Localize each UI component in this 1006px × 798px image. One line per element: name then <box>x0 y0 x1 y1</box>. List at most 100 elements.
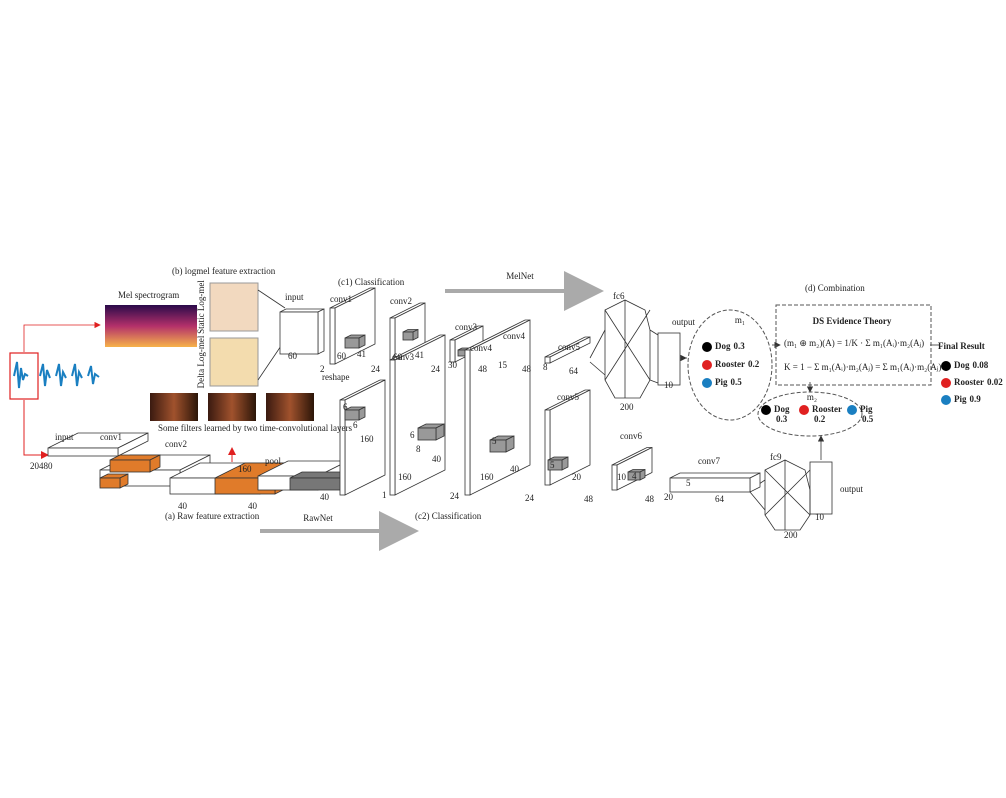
layer-dim: 160 <box>238 464 252 474</box>
block-front <box>544 356 551 364</box>
delta-logmel-image <box>209 337 259 387</box>
layer-name: conv3 <box>392 352 414 362</box>
block-front <box>464 349 471 496</box>
waveform-frame <box>9 352 39 400</box>
block-side <box>317 308 325 355</box>
layer-dim: 40 <box>432 454 442 464</box>
block-front <box>449 339 456 363</box>
class-value: 0.2 <box>814 414 826 424</box>
label: Mel spectrogram <box>118 290 179 300</box>
kernel <box>417 423 445 441</box>
class-dot <box>799 405 809 415</box>
m2-ellipse <box>757 391 863 437</box>
layer-dim: 48 <box>478 364 488 374</box>
layer-dim: 1 <box>382 490 387 500</box>
layer-dim: 5 <box>550 460 555 470</box>
class-name: Pig <box>715 377 728 387</box>
filter-image <box>208 393 256 421</box>
layer-name: conv1 <box>100 432 122 442</box>
label: Final Result <box>938 341 985 351</box>
class-dot <box>761 405 771 415</box>
filter-image <box>266 393 314 421</box>
layer-name: output <box>840 484 864 494</box>
layer-dim: 40 <box>510 464 520 474</box>
layer-name: input <box>55 432 74 442</box>
layer-dim: 200 <box>620 402 634 412</box>
layer-name: conv7 <box>698 456 720 466</box>
class-value: 0.3 <box>776 414 788 424</box>
layer-dim: 8 <box>416 444 421 454</box>
block-front <box>109 459 151 473</box>
layer-dim: 24 <box>525 493 535 503</box>
layer-dim: 10 <box>815 512 825 522</box>
layer-dim: 60 <box>288 351 298 361</box>
kernel <box>489 435 515 453</box>
layer-block <box>279 308 325 355</box>
waveform <box>13 361 100 389</box>
class-name: Dog <box>954 360 970 370</box>
class-dot <box>702 342 712 352</box>
layer-dim: 20 <box>572 472 582 482</box>
layer-dim: 5 <box>492 436 497 446</box>
layer-dim: 10 <box>664 380 674 390</box>
layer-dim: 24 <box>450 491 460 501</box>
layer-dim: 160 <box>398 472 412 482</box>
block-front <box>544 409 551 486</box>
layer-block <box>389 334 446 496</box>
layer-name: conv5 <box>558 342 580 352</box>
layer-name: conv6 <box>620 431 642 441</box>
kernel <box>109 454 161 473</box>
block-front <box>627 471 641 481</box>
layer-dim: 8 <box>543 362 548 372</box>
layer-dim: 48 <box>645 494 655 504</box>
block-top <box>669 472 761 479</box>
block-front <box>402 331 414 341</box>
block-front <box>339 399 346 496</box>
layer-name: fc9 <box>770 452 782 462</box>
fc9-block <box>764 459 811 531</box>
layer-name: conv4 <box>470 343 492 353</box>
class-value: 0.9 <box>970 394 982 404</box>
fc6-block <box>604 299 651 399</box>
layer-block <box>611 446 653 491</box>
layer-block <box>544 336 591 364</box>
class-dot <box>847 405 857 415</box>
block-front <box>611 464 618 491</box>
label: MelNet <box>506 271 534 281</box>
layer-dim: 200 <box>784 530 798 540</box>
kernel <box>344 406 366 421</box>
class-name: Rooster <box>812 404 842 414</box>
class-value: 0.5 <box>862 414 874 424</box>
layer-dim: 64 <box>569 366 579 376</box>
class-name: Pig <box>954 394 967 404</box>
class-value: 0.3 <box>734 341 746 351</box>
static-logmel-image <box>209 282 259 332</box>
class-value: 0.02 <box>987 377 1003 387</box>
label: RawNet <box>303 513 333 523</box>
kernel <box>547 456 569 471</box>
arrow <box>23 321 101 352</box>
block-front <box>99 477 121 489</box>
class-label: Pig 0.9 <box>954 394 981 404</box>
label: (m₁ ⊕ m₂)(A) = 1/K · Σ m₁(Aᵢ)·m₂(Aⱼ) <box>784 338 924 348</box>
layer-block <box>544 389 591 486</box>
layer-block <box>669 472 761 493</box>
class-label: Rooster 0.2 <box>715 359 760 369</box>
class-value: 0.5 <box>731 377 743 387</box>
label: DS Evidence Theory <box>813 316 892 326</box>
class-label: Dog 0.08 <box>954 360 989 370</box>
class-dot <box>941 395 951 405</box>
class-value: 0.08 <box>973 360 989 370</box>
layer-dim: 41 <box>357 349 366 359</box>
class-dot <box>702 378 712 388</box>
layer-dim: 64 <box>715 494 725 504</box>
layer-name: input <box>285 292 304 302</box>
block-front <box>417 427 437 441</box>
layer-dim: 60 <box>337 351 347 361</box>
class-label: Rooster 0.2 <box>812 404 842 424</box>
layer-dim: 24 <box>371 364 381 374</box>
class-dot <box>941 378 951 388</box>
m1-ellipse <box>687 309 773 421</box>
layer-dim: 15 <box>498 360 508 370</box>
